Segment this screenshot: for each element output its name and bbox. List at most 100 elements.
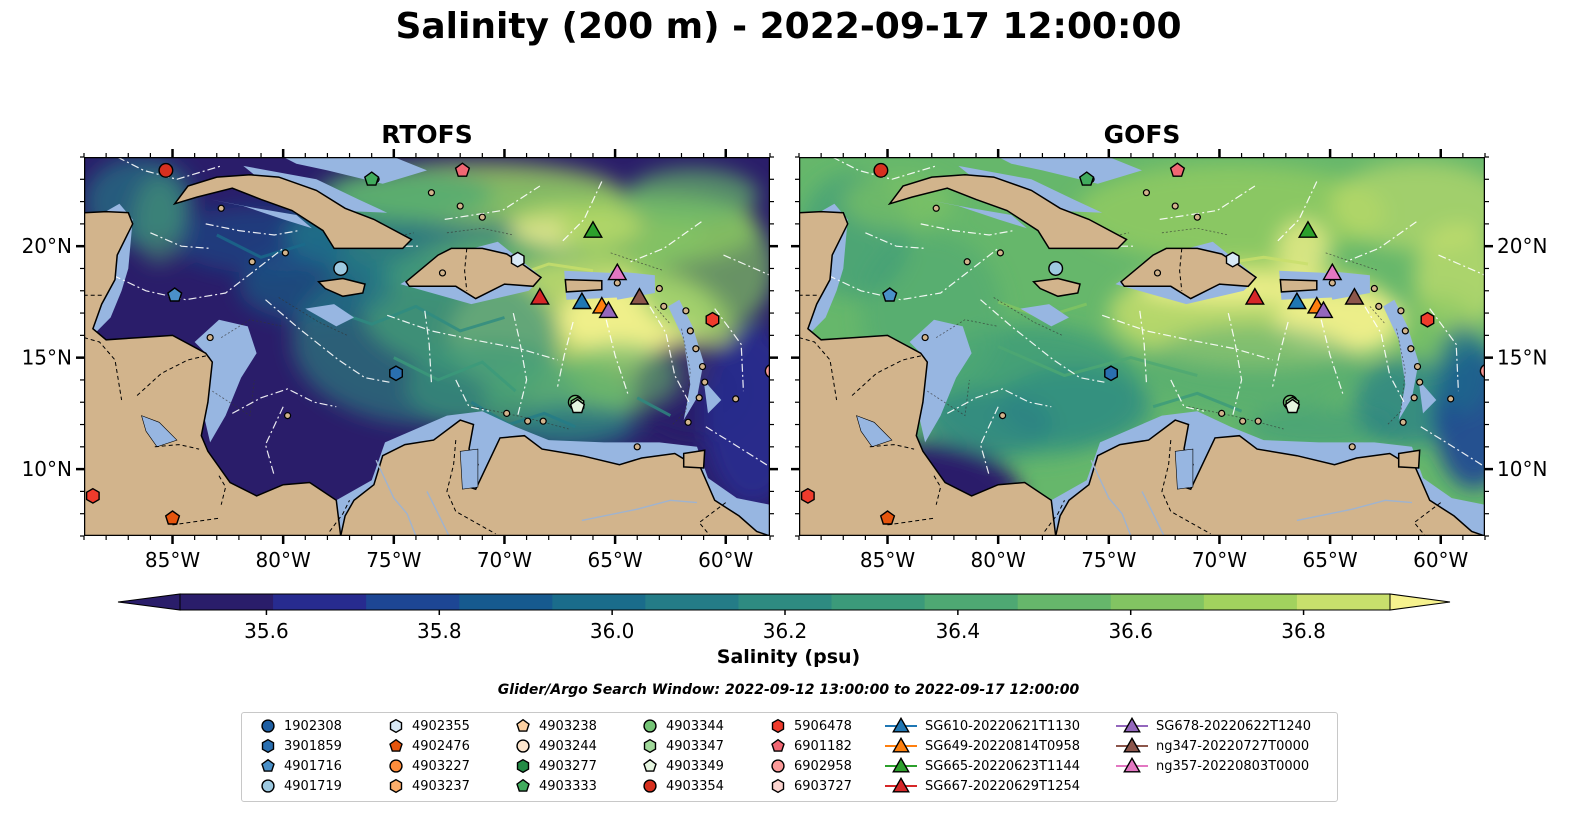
country-border: [1413, 502, 1442, 536]
platform-marker-3901859: [1104, 365, 1118, 382]
island: [478, 213, 486, 221]
hexagon-marker-icon: [516, 758, 530, 774]
eez-boundary: [865, 232, 926, 249]
river: [581, 499, 698, 522]
circle-marker-icon: [643, 719, 657, 733]
lon-tick-label: 65°W: [587, 548, 642, 572]
country-border: [172, 517, 220, 526]
island: [732, 395, 740, 403]
country-border: [887, 517, 935, 526]
colorbar-bin: [645, 594, 739, 610]
island: [1413, 362, 1422, 371]
land: [682, 449, 706, 469]
island: [1171, 202, 1179, 210]
map-panel-rtofs[interactable]: [84, 157, 770, 536]
country-border: [154, 444, 200, 450]
platform-marker-SG610-20220621T1130: [571, 291, 592, 310]
legend-item: 4903237: [388, 776, 470, 796]
isobath: [935, 319, 999, 338]
legend-label: 4903244: [539, 738, 597, 754]
legend-item: ng357-20220803T0000: [1116, 756, 1309, 776]
land: [84, 210, 342, 536]
eez-boundary: [1170, 379, 1205, 412]
country-border: [329, 500, 350, 532]
island: [283, 412, 292, 420]
isobath: [672, 328, 691, 425]
land: [799, 210, 1057, 536]
eez-boundary: [980, 299, 1105, 383]
platform-marker-4901716: [882, 287, 898, 302]
triangle-marker-icon: [1116, 717, 1148, 733]
axes-gofs: 85°W 80°W 75°W 70°W 65°W 60°W 20°N 15°N 10°N: [791, 149, 1547, 572]
legend-item: 4903244: [515, 736, 597, 756]
eez-boundary: [1095, 227, 1136, 247]
island: [1407, 345, 1415, 353]
platform-marker-ng357-20220803T0000: [607, 262, 628, 281]
colorbar-bin: [1017, 594, 1112, 610]
legend-item: 4902476: [388, 736, 470, 756]
platform-marker-4903349: [1284, 398, 1301, 414]
eez-boundary: [116, 157, 222, 180]
legend-item: 6903727: [770, 776, 852, 796]
legend-label: 6902958: [794, 758, 852, 774]
island: [1399, 418, 1407, 426]
legend-item: 4903347: [642, 736, 724, 756]
triangle-marker-icon: [885, 717, 917, 733]
legend-label: 3901859: [284, 738, 342, 754]
lon-tick-label: 80°W: [256, 548, 311, 572]
island: [524, 417, 532, 425]
island: [692, 345, 700, 353]
island: [963, 258, 971, 266]
lat-tick-label: 20°N: [1497, 234, 1547, 258]
circle-marker-icon: [261, 719, 275, 733]
triangle-marker-icon: [885, 737, 917, 753]
island: [660, 302, 668, 310]
colorbar-bin: [924, 594, 1019, 610]
island: [1239, 417, 1247, 425]
river: [1296, 499, 1413, 522]
river: [1090, 459, 1132, 536]
platform-marker-ng347-20220727T0000: [629, 287, 650, 305]
eez-boundary: [455, 379, 490, 412]
triangle-marker-icon: [885, 777, 917, 793]
panel-title-rtofs: RTOFS: [381, 120, 473, 149]
legend-item: 4903227: [388, 756, 470, 776]
country-border: [1161, 440, 1211, 535]
eez-boundary: [1356, 292, 1406, 405]
circle-marker-icon: [643, 779, 657, 793]
colorbar-extend-high: [1389, 593, 1451, 611]
lon-tick-label: 65°W: [1302, 548, 1357, 572]
legend-label: 4902476: [412, 738, 470, 754]
legend-label: 4901719: [284, 778, 342, 794]
pentagon-marker-icon: [643, 758, 657, 772]
legend-item: 4903354: [642, 776, 724, 796]
legend-item: 4903344: [642, 716, 724, 736]
land: [317, 277, 366, 298]
platform-marker-4903349: [569, 398, 586, 414]
circle-marker-icon: [516, 739, 530, 753]
legend-label: 4903333: [539, 778, 597, 794]
shelf-area: [1383, 299, 1419, 421]
colorbar-label: Salinity (psu): [716, 646, 861, 668]
island: [698, 362, 707, 371]
eez-boundary: [920, 223, 1014, 236]
platform-marker-4902355: [1225, 251, 1240, 268]
legend-label: 4901716: [284, 758, 342, 774]
island: [217, 204, 225, 212]
colorbar-bin: [552, 594, 646, 610]
colorbar-bin: [459, 594, 553, 610]
country-border: [1044, 500, 1065, 532]
platform-marker-SG665-20220623T1144: [582, 220, 603, 238]
island: [206, 333, 214, 342]
platform-marker-SG610-20220621T1130: [1286, 291, 1307, 310]
legend-label: 4903237: [412, 778, 470, 794]
land: [1119, 247, 1258, 300]
colorbar-tick-label: 35.6: [244, 619, 289, 643]
island: [655, 284, 663, 293]
legend-label: 4903347: [666, 738, 724, 754]
island: [701, 378, 709, 386]
map-panel-gofs[interactable]: [799, 157, 1485, 536]
eez-boundary: [705, 426, 770, 468]
pentagon-marker-icon: [389, 738, 403, 752]
